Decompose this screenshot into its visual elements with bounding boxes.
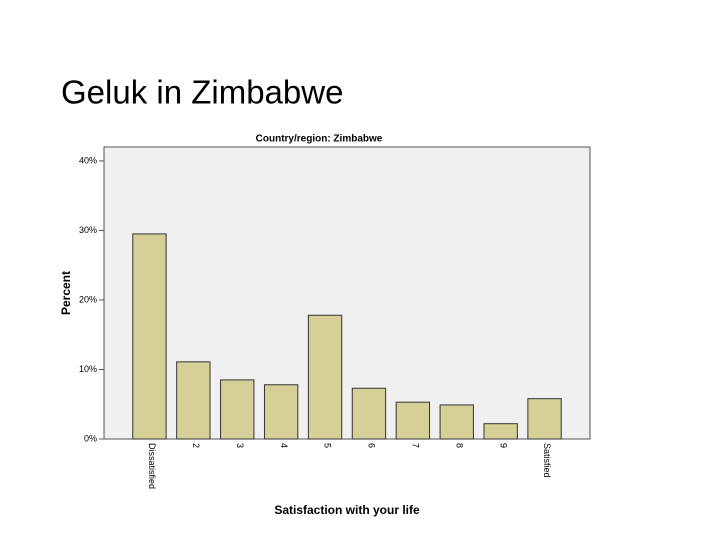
bar	[220, 379, 255, 440]
x-tick-label: 4	[279, 443, 289, 448]
x-tick-label: 7	[410, 443, 420, 448]
bar	[307, 314, 343, 440]
x-tick-label: 8	[454, 443, 464, 448]
y-tick-label: 40%	[79, 155, 97, 165]
x-axis-label: Satisfaction with your life	[274, 503, 420, 517]
x-tick-label: 5	[323, 443, 333, 448]
bar	[395, 401, 431, 440]
bar	[263, 384, 299, 440]
x-tick-label: 2	[191, 443, 201, 448]
x-tick-label: 9	[498, 443, 508, 448]
x-tick-label: 6	[367, 443, 377, 448]
y-tick-label: 10%	[79, 364, 97, 374]
y-axis-label: Percent	[59, 271, 73, 315]
chart-title: Country/region: Zimbabwe	[256, 134, 383, 145]
bar	[483, 423, 518, 440]
x-tick-label: 3	[235, 443, 245, 448]
bar	[351, 387, 387, 440]
y-tick-label: 20%	[79, 294, 97, 304]
slide-title: Geluk in Zimbabwe	[61, 74, 343, 111]
bar	[439, 404, 474, 440]
y-tick-label: 0%	[84, 433, 97, 443]
bar	[176, 361, 211, 440]
bar	[132, 233, 167, 440]
bar	[527, 398, 562, 440]
y-tick-label: 30%	[79, 225, 97, 235]
x-tick-label: Dissatisfied	[147, 443, 157, 489]
x-tick-label: Satisfied	[542, 443, 552, 478]
